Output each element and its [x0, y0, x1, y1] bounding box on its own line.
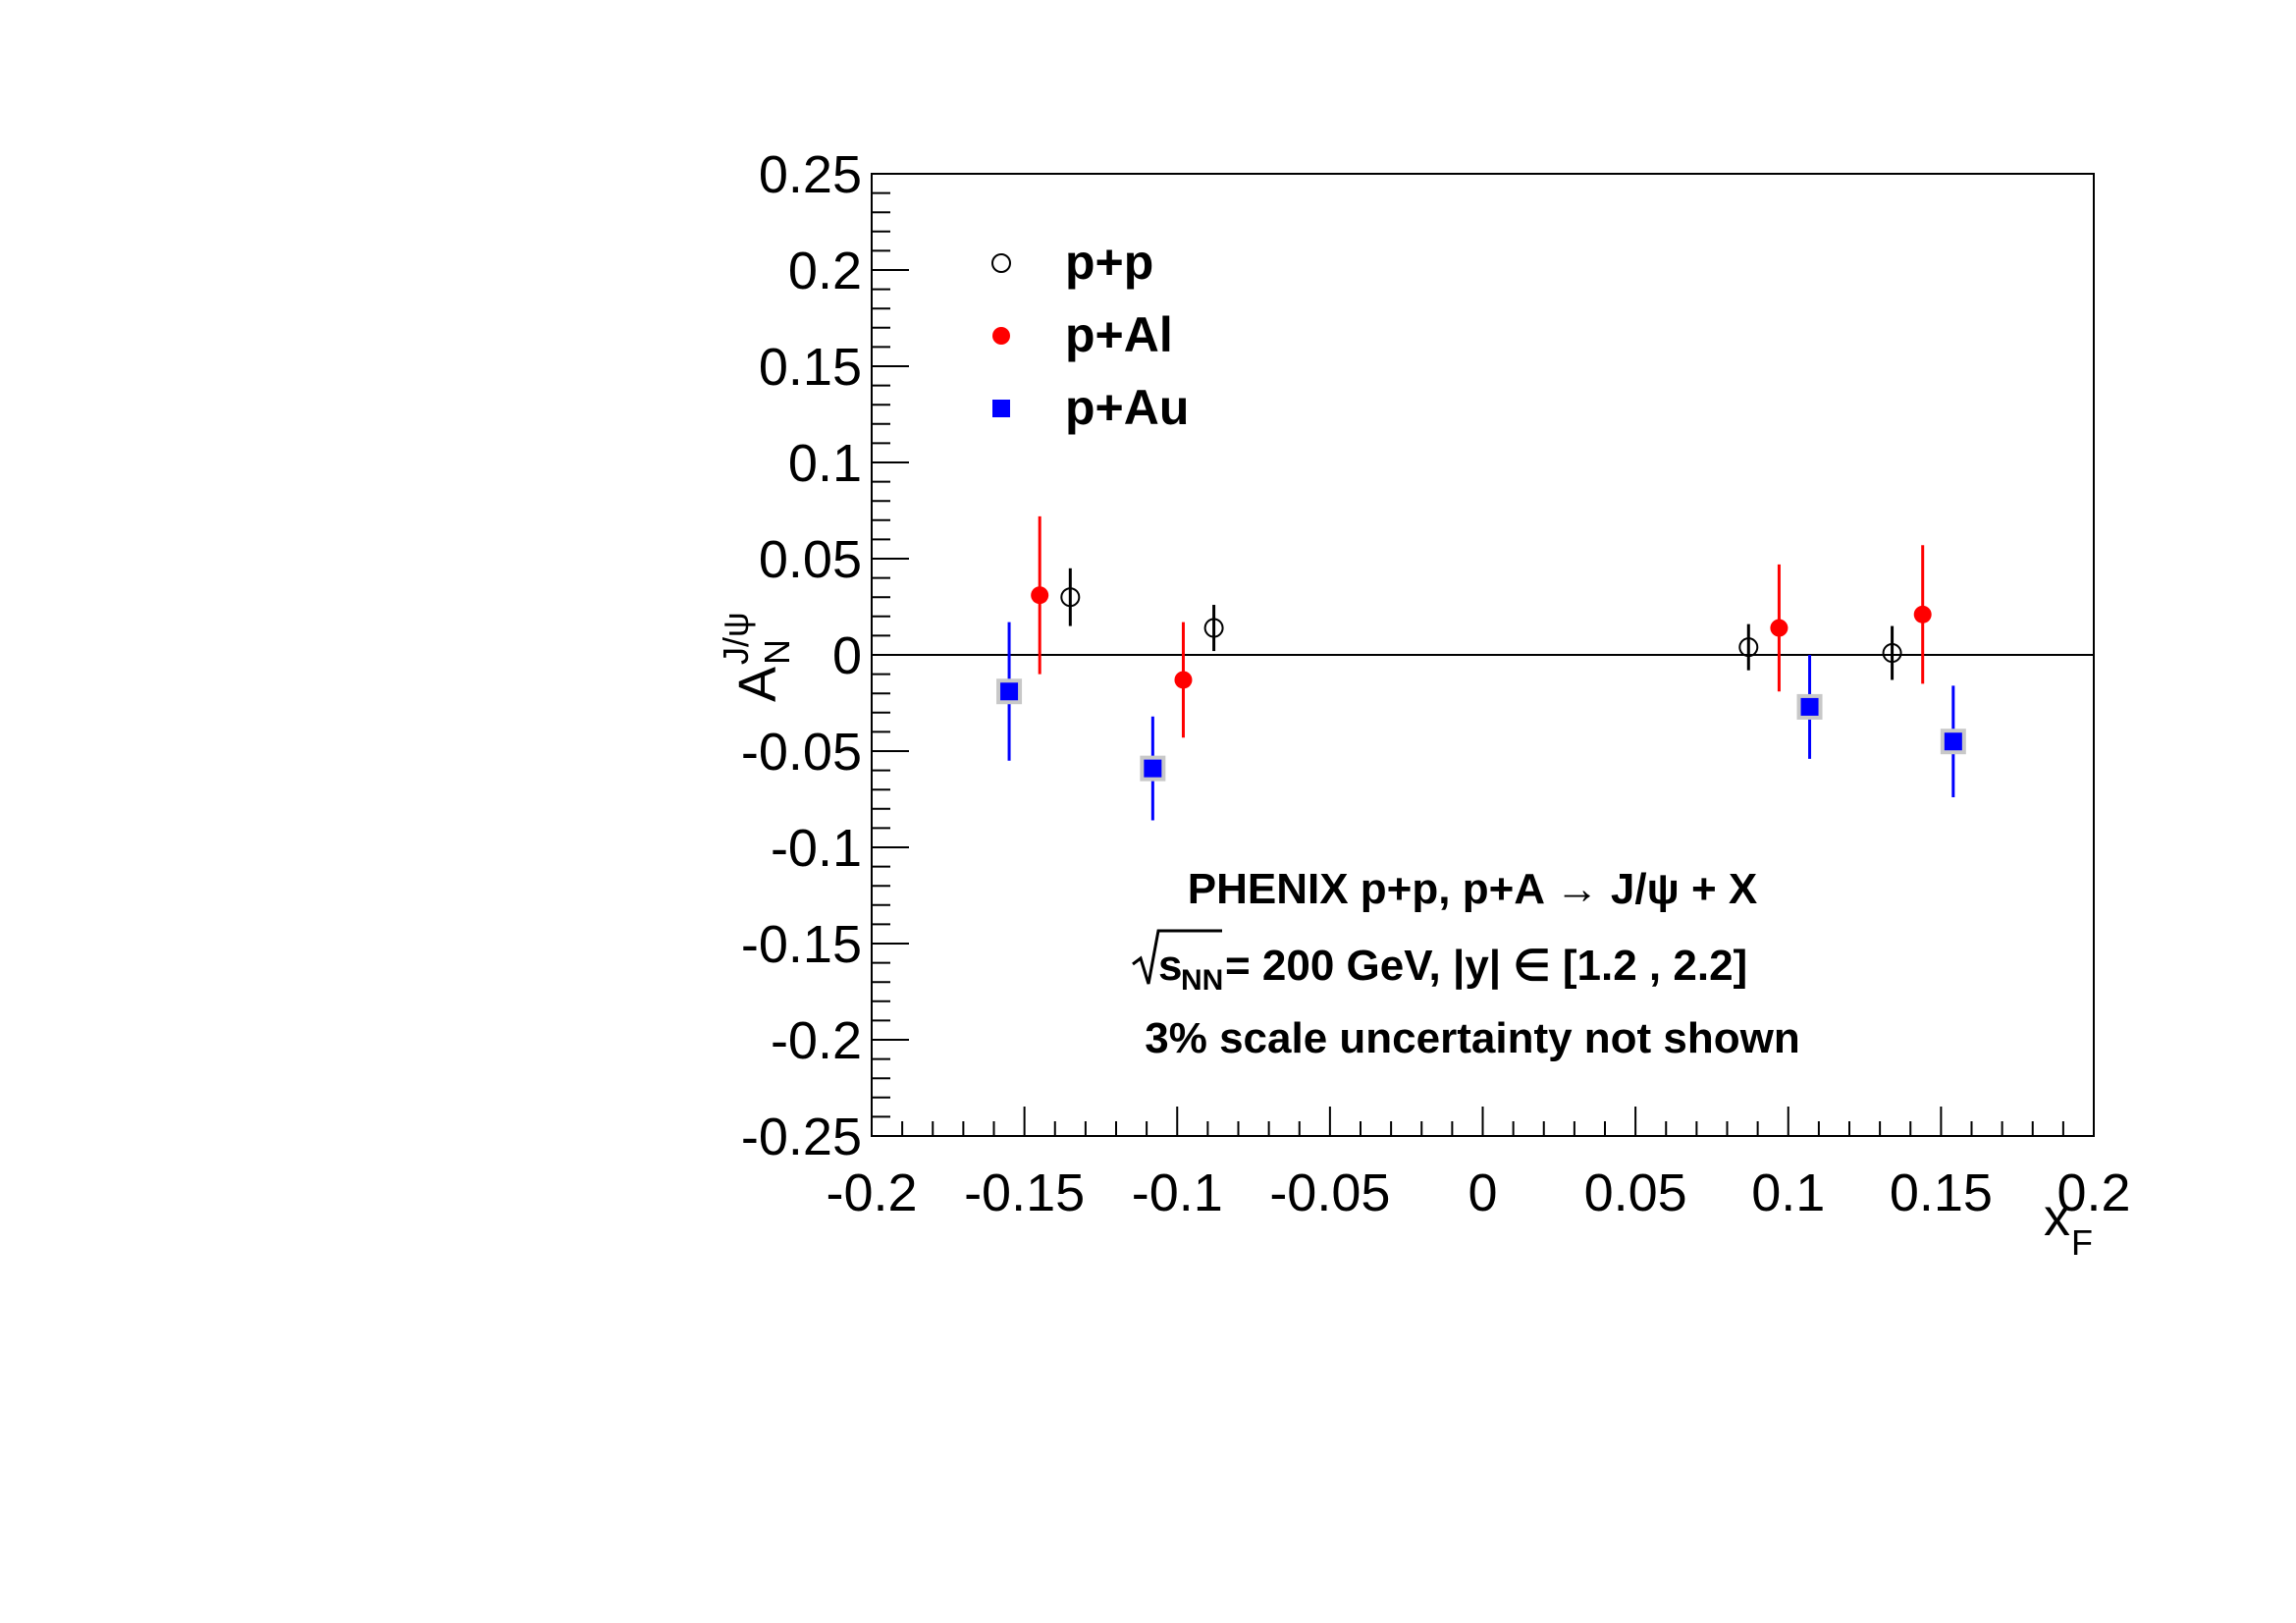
annotation-sqrt-s: s [1158, 942, 1182, 990]
annotation-line-2-rest: = 200 GeV, |y| ∈ [1.2 , 2.2] [1225, 942, 1747, 991]
x-tick-label: 0.05 [1584, 1163, 1687, 1222]
data-point [1144, 759, 1162, 778]
data-point [1738, 637, 1759, 658]
y-tick-label: 0.1 [788, 434, 862, 493]
data-point [1944, 732, 1962, 751]
x-axis-title-sub: F [2071, 1222, 2093, 1263]
annotation-line-3: 3% scale uncertainty not shown [1145, 1014, 1800, 1062]
y-axis-title: A N J/ψ [716, 612, 797, 702]
x-tick-label: 0 [1468, 1163, 1497, 1222]
data-point [1031, 586, 1049, 605]
y-tick-label: -0.1 [771, 819, 862, 878]
y-tick-label: -0.15 [741, 915, 862, 974]
y-axis-title-main: A [728, 667, 787, 702]
y-tick-label: 0.15 [759, 338, 862, 397]
axes-layer: -0.2 -0.15 -0.1 -0.05 0 0.05 0.1 0.15 0.2 0.25 0.2… [741, 145, 2131, 1222]
series-2 [996, 622, 1966, 821]
legend-marker [991, 253, 1011, 273]
data-point [1770, 619, 1789, 637]
y-tick-label: 0.25 [759, 145, 862, 204]
annotation-sub-nn: NN [1181, 964, 1223, 997]
x-tick-label: -0.15 [964, 1163, 1085, 1222]
x-tick-label: 0.1 [1751, 1163, 1825, 1222]
legend-markers [991, 253, 1011, 417]
x-axis-title: x F [2044, 1188, 2093, 1263]
data-point [1913, 605, 1932, 623]
y-tick-label: 0 [832, 626, 862, 685]
legend-label-pau: p+Au [1065, 380, 1189, 435]
y-tick-label: -0.2 [771, 1011, 862, 1070]
y-tick-label: -0.25 [741, 1108, 862, 1166]
data-point [1203, 618, 1224, 638]
legend-marker [992, 400, 1010, 417]
x-tick-label: 0.2 [2056, 1163, 2130, 1222]
data-point [1800, 697, 1819, 716]
annotation-line-1: PHENIX p+p, p+A → J/ψ + X [1188, 865, 1757, 913]
series-1 [1031, 515, 1932, 738]
y-tick-label: 0.2 [788, 242, 862, 300]
data-point [1000, 682, 1019, 701]
data-point [1060, 587, 1081, 608]
legend-marker [992, 327, 1010, 345]
annotation-line-2: s NN = 200 GeV, |y| ∈ [1.2 , 2.2] [1132, 929, 1747, 997]
y-axis-title-sup: J/ψ [716, 612, 756, 665]
sqrt-sign-icon [1132, 929, 1222, 985]
x-tick-label: -0.1 [1132, 1163, 1223, 1222]
x-tick-label: 0.15 [1890, 1163, 1993, 1222]
legend-label-pp: p+p [1065, 235, 1153, 290]
legend: p+p p+Al p+Au [991, 235, 1189, 435]
y-tick-label: 0.05 [759, 530, 862, 589]
legend-label-pal: p+Al [1065, 307, 1173, 362]
x-tick-label: -0.05 [1269, 1163, 1390, 1222]
x-tick-label: -0.2 [826, 1163, 917, 1222]
data-point [1882, 643, 1902, 664]
data-layer [996, 515, 1966, 821]
series-0 [1060, 568, 1902, 680]
y-axis-title-sub: N [757, 639, 797, 665]
x-axis-title-main: x [2044, 1188, 2070, 1247]
y-tick-label: -0.05 [741, 723, 862, 782]
data-point [1174, 671, 1193, 689]
